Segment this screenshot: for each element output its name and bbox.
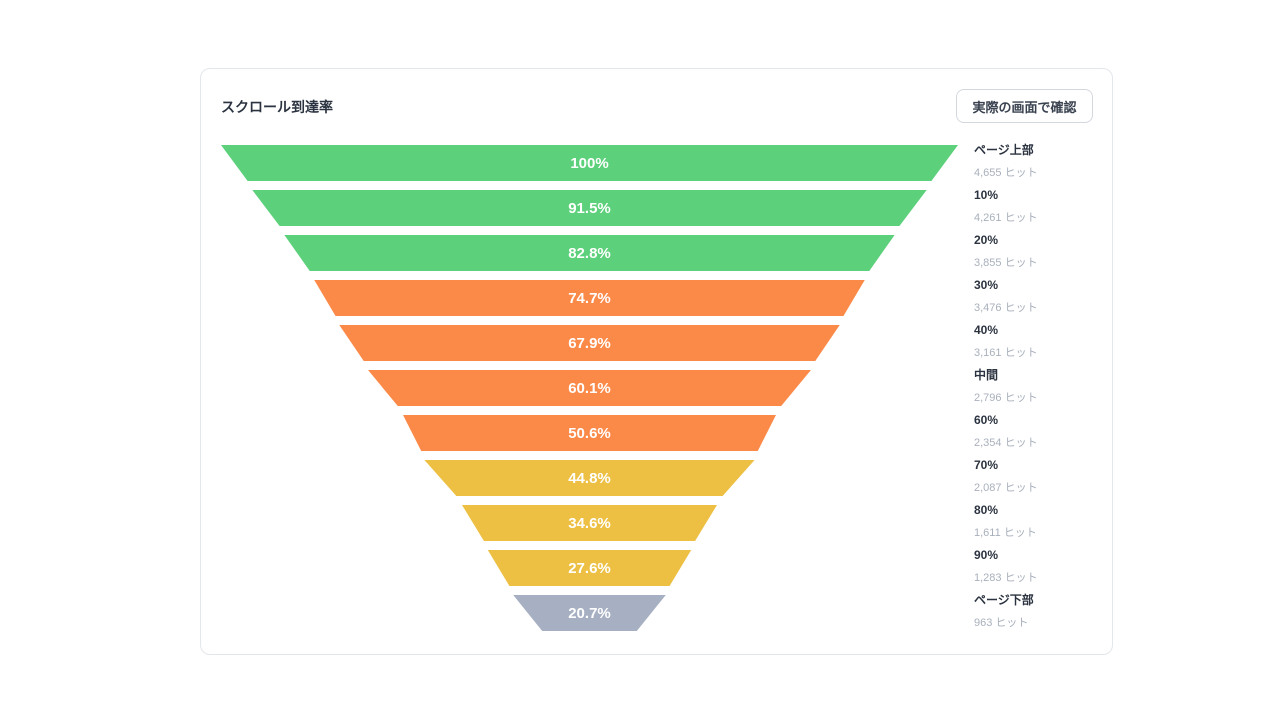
- scroll-reach-card: スクロール到達率 実際の画面で確認 100% 91.5% 82.8% 74.7% 67.…: [200, 68, 1113, 655]
- funnel-band-label-4: 67.9%: [568, 335, 611, 352]
- legend-stage-name: ページ下部: [974, 593, 1034, 607]
- funnel-band-7[interactable]: [424, 460, 755, 496]
- funnel-band-label-0: 100%: [570, 155, 608, 172]
- funnel-band-label-8: 34.6%: [568, 515, 611, 532]
- funnel-band-label-7: 44.8%: [568, 470, 611, 487]
- legend-item: 中間 2,796 ヒット: [974, 368, 1038, 405]
- legend-item: 70% 2,087 ヒット: [974, 458, 1038, 495]
- legend-item: ページ下部 963 ヒット: [974, 593, 1034, 630]
- funnel-band-label-5: 60.1%: [568, 380, 611, 397]
- funnel-band-label-6: 50.6%: [568, 425, 611, 442]
- funnel-band-label-1: 91.5%: [568, 200, 611, 217]
- legend-stage-name: 40%: [974, 323, 999, 337]
- funnel-band-label-3: 74.7%: [568, 290, 611, 307]
- funnel-band-6[interactable]: [403, 415, 776, 451]
- legend-item: 40% 3,161 ヒット: [974, 323, 1038, 360]
- legend-item: 30% 3,476 ヒット: [974, 278, 1038, 315]
- funnel-band-1[interactable]: [252, 190, 927, 226]
- funnel-band-4[interactable]: [339, 325, 840, 361]
- funnel-band-3[interactable]: [314, 280, 865, 316]
- legend-item: 20% 3,855 ヒット: [974, 233, 1038, 270]
- legend-stage-name: 90%: [974, 548, 999, 562]
- legend-stage-hits: 2,796 ヒット: [974, 392, 1038, 404]
- legend-stage-name: ページ上部: [974, 143, 1034, 157]
- legend-stage-name: 60%: [974, 413, 999, 427]
- funnel-band-8[interactable]: [461, 505, 718, 541]
- legend-item: 60% 2,354 ヒット: [974, 413, 1038, 450]
- legend-stage-name: 80%: [974, 503, 999, 517]
- legend-stage-name: 中間: [974, 368, 999, 382]
- legend-stage-name: 30%: [974, 278, 999, 292]
- legend-stage-hits: 2,087 ヒット: [974, 482, 1038, 494]
- funnel-band-10[interactable]: [513, 595, 666, 631]
- legend-stage-hits: 1,283 ヒット: [974, 572, 1038, 584]
- legend-stage-hits: 963 ヒット: [974, 617, 1029, 629]
- view-actual-screen-button[interactable]: 実際の画面で確認: [956, 89, 1093, 123]
- legend-stage-hits: 3,161 ヒット: [974, 347, 1038, 359]
- legend-stage-hits: 3,476 ヒット: [974, 302, 1038, 314]
- funnel-band-9[interactable]: [487, 550, 692, 586]
- legend-stage-name: 10%: [974, 188, 999, 202]
- legend-item: 90% 1,283 ヒット: [974, 548, 1038, 585]
- funnel-band-label-9: 27.6%: [568, 560, 611, 577]
- funnel-band-2[interactable]: [284, 235, 895, 271]
- legend-stage-name: 70%: [974, 458, 999, 472]
- legend-stage-hits: 4,655 ヒット: [974, 167, 1038, 179]
- legend-stage-hits: 1,611 ヒット: [974, 527, 1037, 539]
- legend-stage-hits: 4,261 ヒット: [974, 212, 1038, 224]
- legend-item: 80% 1,611 ヒット: [974, 503, 1037, 540]
- legend-stage-name: 20%: [974, 233, 999, 247]
- funnel-band-0[interactable]: [221, 145, 958, 181]
- funnel-band-label-2: 82.8%: [568, 245, 611, 262]
- card-title: スクロール到達率: [221, 99, 333, 115]
- legend-item: 10% 4,261 ヒット: [974, 188, 1038, 225]
- funnel-band-label-10: 20.7%: [568, 605, 611, 622]
- legend-stage-hits: 2,354 ヒット: [974, 437, 1038, 449]
- legend-stage-hits: 3,855 ヒット: [974, 257, 1038, 269]
- funnel-band-5[interactable]: [368, 370, 811, 406]
- legend-item: ページ上部 4,655 ヒット: [974, 143, 1038, 180]
- funnel-chart: 100% 91.5% 82.8% 74.7% 67.9% 60.1% 50.6% 44.8% 3…: [221, 145, 958, 631]
